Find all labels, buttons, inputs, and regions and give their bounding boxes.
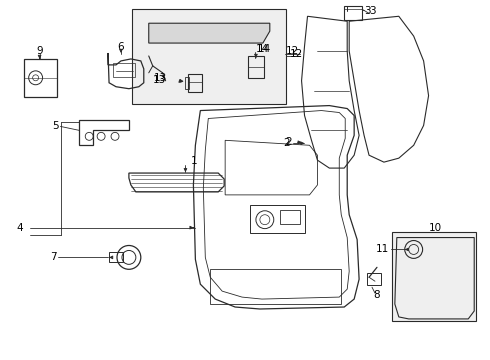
Bar: [367, 273, 381, 285]
Text: 2: 2: [283, 138, 290, 148]
Text: 3: 3: [369, 6, 376, 16]
Text: 3: 3: [364, 6, 371, 16]
Bar: [280, 210, 299, 224]
Text: 4: 4: [17, 222, 24, 233]
Text: 14: 14: [256, 44, 269, 54]
Text: 12: 12: [286, 46, 299, 56]
Bar: [185, 77, 190, 89]
Bar: [250, 205, 305, 233]
Bar: [248, 56, 264, 78]
Bar: [392, 231, 476, 321]
Text: 14: 14: [258, 44, 271, 54]
Text: 9: 9: [36, 46, 43, 56]
Bar: [344, 6, 362, 20]
Text: 2: 2: [285, 137, 292, 147]
Text: 13: 13: [153, 73, 167, 83]
Text: 1: 1: [191, 156, 197, 166]
Text: 10: 10: [429, 222, 442, 233]
Text: 5: 5: [52, 121, 58, 131]
Text: 11: 11: [376, 244, 389, 255]
Text: 7: 7: [50, 252, 56, 262]
Bar: [113, 63, 135, 77]
Text: 13: 13: [152, 75, 166, 85]
Text: 12: 12: [290, 49, 303, 59]
Bar: [189, 74, 202, 92]
Bar: [109, 252, 123, 262]
Text: 8: 8: [374, 290, 380, 300]
Text: 6: 6: [118, 42, 124, 52]
Polygon shape: [149, 23, 270, 43]
Bar: [132, 9, 286, 104]
Bar: [24, 59, 57, 96]
